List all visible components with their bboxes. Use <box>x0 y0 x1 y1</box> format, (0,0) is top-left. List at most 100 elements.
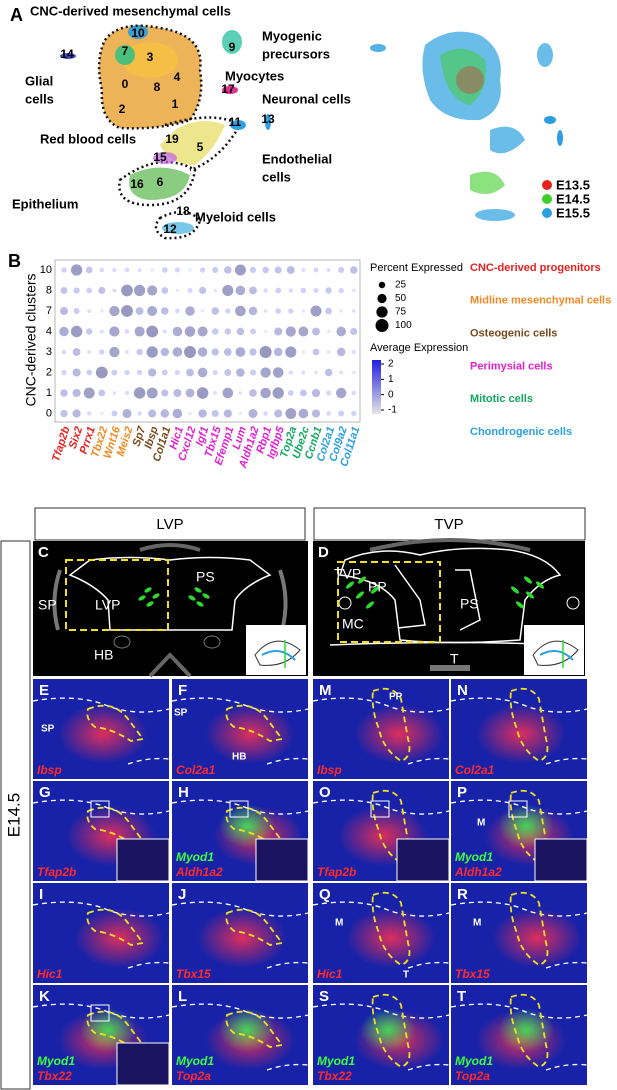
panel-letter: R <box>457 886 468 903</box>
boundary <box>545 757 588 765</box>
dot <box>112 391 117 395</box>
region-outline <box>86 704 145 742</box>
annotation: PP <box>389 692 403 703</box>
dot <box>212 266 219 274</box>
dot <box>213 288 217 293</box>
boundary <box>450 1003 588 1019</box>
dot <box>225 308 231 314</box>
cluster-label: 7 <box>122 44 129 58</box>
inset <box>255 838 309 882</box>
dot <box>238 391 243 395</box>
cluster-label: 13 <box>261 112 275 126</box>
dot <box>224 369 232 376</box>
dot <box>275 287 282 294</box>
dot <box>248 306 258 316</box>
cell-type-label: Neuronal cells <box>262 91 351 106</box>
dot <box>352 370 356 375</box>
group-label: Osteogenic cells <box>470 328 557 340</box>
dot <box>351 288 356 293</box>
dot <box>326 268 331 272</box>
boundary <box>545 1063 588 1071</box>
inset <box>116 838 170 882</box>
region-outline <box>225 806 284 844</box>
panel-letter: O <box>319 784 331 801</box>
inset <box>534 838 588 882</box>
dot <box>184 326 196 337</box>
boundary <box>266 961 309 969</box>
cell-type-label: precursors <box>262 46 330 61</box>
dot <box>137 268 142 272</box>
dot <box>86 369 93 376</box>
dot <box>313 267 319 273</box>
panel-letter: J <box>178 886 186 903</box>
dot <box>188 411 192 416</box>
annotation: T <box>403 970 409 981</box>
dot <box>235 347 246 357</box>
dot <box>87 350 92 354</box>
boundary <box>32 697 170 713</box>
dot <box>351 410 357 417</box>
stain-label: Top2a <box>455 1069 490 1083</box>
colorbar-label: 1 <box>388 374 394 385</box>
dot <box>147 306 158 316</box>
dot <box>288 370 293 375</box>
cell-type-label: Glial <box>25 73 53 88</box>
dot <box>338 267 345 273</box>
dot <box>111 410 118 417</box>
cluster-label: 5 <box>197 140 204 154</box>
dot <box>313 288 319 293</box>
dot <box>147 285 158 296</box>
dot <box>146 387 158 399</box>
signal-red <box>346 908 436 968</box>
dot <box>184 346 196 358</box>
cluster-label: 11 <box>229 115 242 129</box>
region-outline <box>371 687 411 762</box>
dot <box>326 329 331 334</box>
dot <box>100 411 104 416</box>
dot <box>222 284 234 297</box>
boundary <box>450 901 588 917</box>
dot <box>198 286 207 295</box>
dot <box>161 287 169 294</box>
dot <box>87 309 92 313</box>
stain-label: Myod1 <box>37 1054 75 1068</box>
dot <box>338 410 345 417</box>
dot <box>134 326 145 337</box>
dot <box>146 325 159 338</box>
dot <box>124 329 130 334</box>
panel-letter: E <box>39 682 49 699</box>
stage-box <box>0 540 31 1090</box>
dot <box>72 348 81 356</box>
cluster-label: 6 <box>157 175 164 189</box>
dot <box>160 347 169 357</box>
size-key <box>375 319 389 332</box>
cell-type-label: Myeloid cells <box>195 209 276 224</box>
legend-label: E14.5 <box>556 191 590 206</box>
dot <box>249 389 257 397</box>
dot <box>61 267 67 273</box>
label: LVP <box>95 597 120 613</box>
stain-label: Myod1 <box>176 1054 214 1068</box>
dot <box>87 411 92 416</box>
dot <box>224 328 232 335</box>
dot <box>262 266 269 274</box>
dot <box>337 347 346 357</box>
dot <box>122 408 132 419</box>
dot <box>339 309 343 313</box>
signal-red <box>476 704 566 764</box>
dot <box>60 287 68 294</box>
micro-panel: M PP Ibsp <box>312 679 450 779</box>
region-outline <box>509 687 549 762</box>
legend-swatch <box>542 180 552 190</box>
micro-panel: Q M T Hic1 <box>312 883 450 983</box>
boundary <box>266 757 309 765</box>
dot <box>350 266 358 274</box>
size-label: 50 <box>395 293 407 304</box>
panel-letter: T <box>457 988 466 1005</box>
micro-panel: I Hic1 <box>32 883 170 983</box>
panel-letter: F <box>178 682 187 699</box>
boundary <box>450 799 588 815</box>
cluster-label: 3 <box>147 50 154 64</box>
